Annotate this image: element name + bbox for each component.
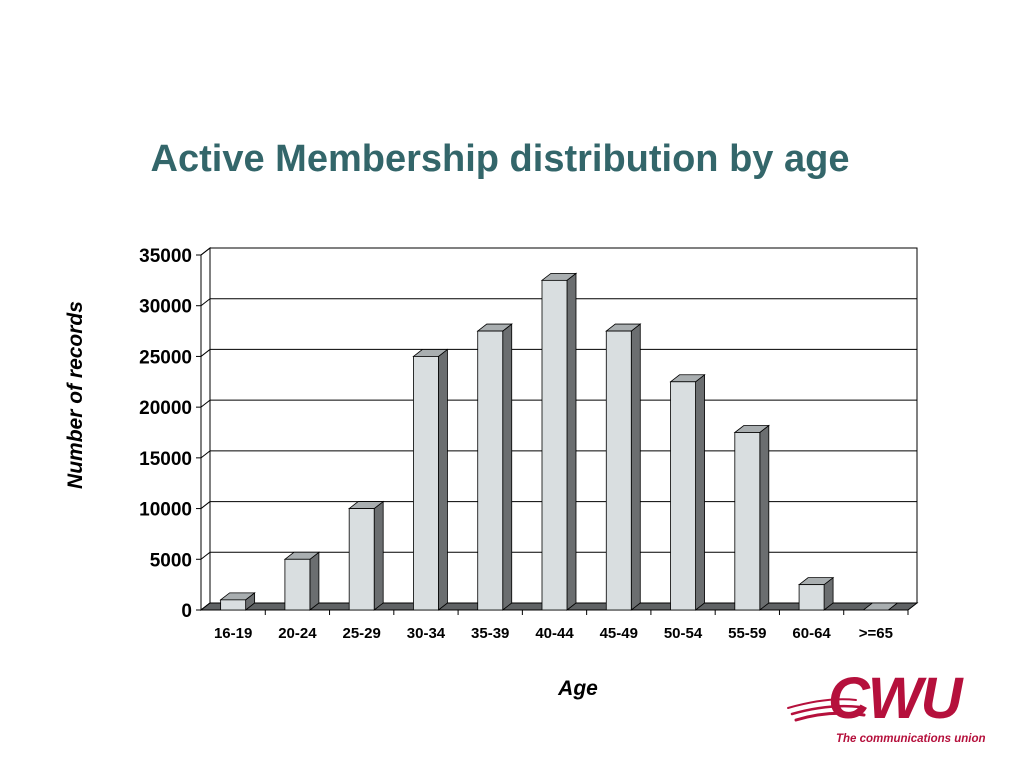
slide-title: Active Membership distribution by age [150, 138, 850, 180]
y-tick-label: 15000 [139, 449, 192, 470]
x-tick-label: 30-34 [407, 625, 446, 642]
y-tick-label: 35000 [139, 246, 192, 267]
gridline-depth [200, 399, 211, 408]
bar [669, 373, 706, 611]
y-tick-label: 25000 [139, 347, 192, 368]
bar-side [309, 551, 320, 611]
logo-swoosh [787, 698, 866, 722]
bar-front [798, 584, 825, 611]
x-tick-label: 50-54 [664, 625, 703, 642]
bar-front [220, 599, 247, 611]
bar-front [477, 330, 504, 611]
bar-front [413, 356, 439, 611]
bar [219, 592, 256, 611]
bar-side [438, 348, 448, 611]
bar [733, 424, 770, 611]
gridline-depth [200, 247, 211, 256]
bar-side [630, 323, 641, 611]
bar-side [695, 373, 705, 611]
y-tick-label: 0 [181, 601, 192, 622]
y-tick-label: 20000 [139, 398, 192, 419]
bar-front [670, 381, 696, 611]
bar-front [734, 432, 761, 611]
y-tick-labels: 0 5000 10000 15000 20000 25000 30000 35000 [139, 246, 201, 622]
x-tick-label: 55-59 [728, 625, 766, 642]
gridline-depth [200, 349, 211, 357]
x-tick-label: >=65 [859, 625, 893, 642]
bar [540, 272, 578, 611]
x-tick-label: 20-24 [278, 625, 317, 642]
x-tick-label: 25-29 [342, 625, 380, 642]
x-tick-label: 45-49 [600, 625, 638, 642]
y-tick-label: 5000 [150, 550, 192, 571]
logo-wordmark: CWU [828, 666, 965, 731]
x-tick-label: 40-44 [535, 625, 574, 642]
bar-top [862, 602, 899, 611]
bars [219, 272, 899, 611]
bar [797, 576, 835, 611]
bar [605, 323, 642, 611]
bar-side [373, 500, 384, 611]
bar [283, 551, 321, 611]
x-tick-label: 16-19 [214, 625, 252, 642]
x-tick-label: 60-64 [792, 625, 831, 642]
gridline-depth [200, 551, 211, 560]
y-tick-label: 10000 [139, 500, 192, 521]
y-axis-title: Number of records [64, 301, 87, 489]
bar-side [502, 323, 513, 611]
bar [348, 500, 385, 611]
x-axis-title: Age [557, 677, 598, 700]
gridline-depth [200, 450, 211, 459]
gridline-depth [200, 298, 211, 307]
gridline-depth [200, 501, 211, 509]
bar [412, 348, 449, 611]
bar-side [566, 272, 577, 611]
x-tick-label: 35-39 [471, 625, 509, 642]
bar-front [284, 558, 311, 611]
bar [862, 602, 899, 611]
y-tick-label: 30000 [139, 297, 192, 318]
logo-tagline: The communications union [836, 733, 986, 745]
bar [476, 323, 513, 611]
x-category-labels: 16-19 20-24 25-29 30-34 35-39 40-44 45-49 50-54… [214, 610, 909, 642]
cwu-logo: CWU The communications union [787, 666, 986, 745]
bar-side [759, 424, 770, 611]
bar-front [348, 508, 375, 611]
bar-front [541, 279, 568, 611]
bar-front [605, 330, 632, 611]
